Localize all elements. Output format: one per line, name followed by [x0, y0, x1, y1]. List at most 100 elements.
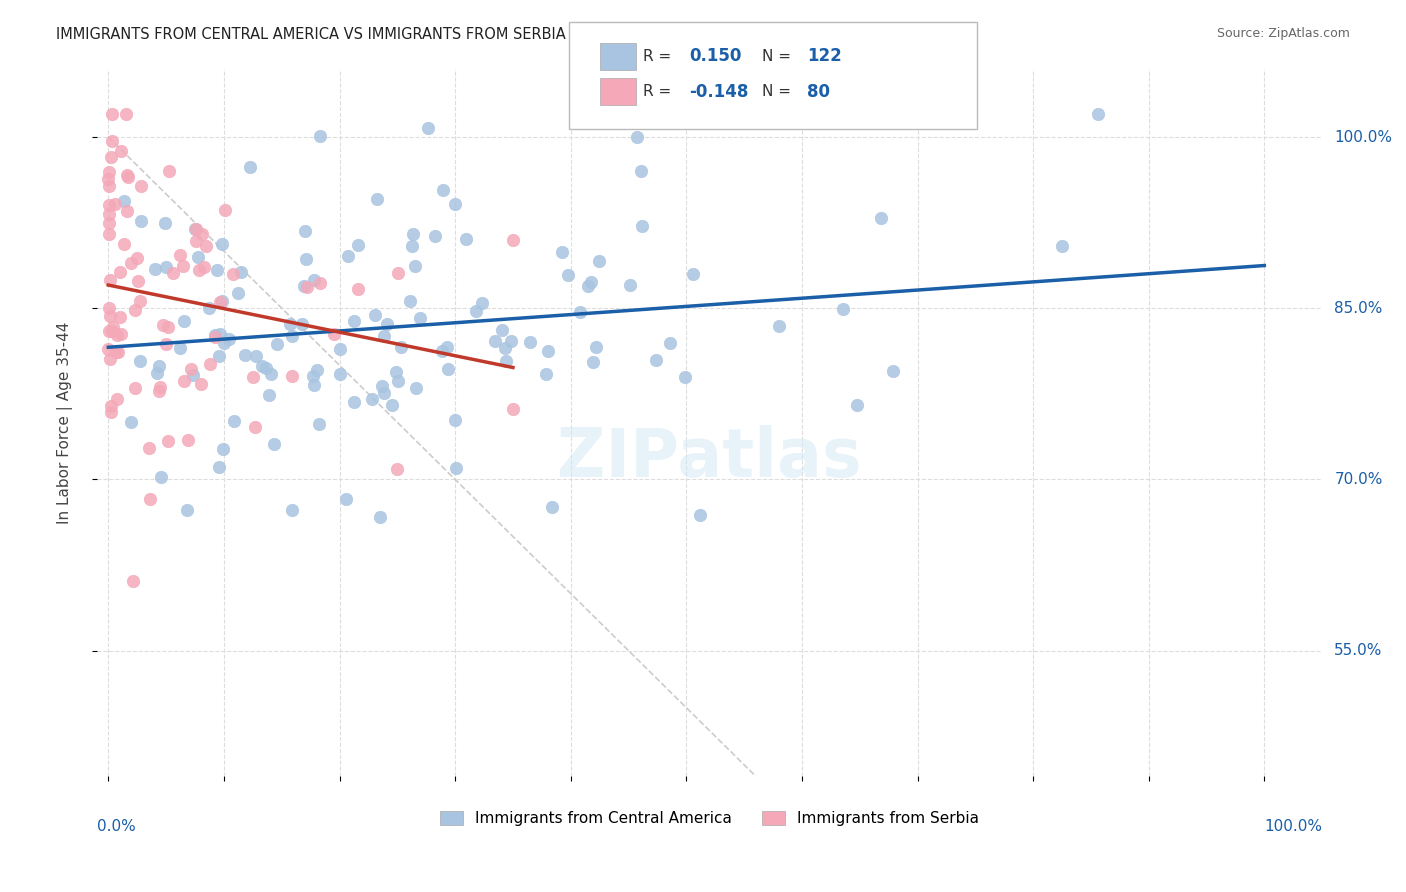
Point	[846, 398, 869, 412]
Point	[404, 259, 426, 273]
Point	[177, 433, 200, 447]
Point	[169, 341, 191, 355]
Point	[444, 461, 467, 475]
Point	[115, 168, 138, 182]
Point	[329, 342, 352, 356]
Point	[222, 267, 245, 281]
Point	[534, 367, 557, 381]
Point	[266, 337, 288, 351]
Point	[689, 508, 711, 522]
Point	[129, 354, 152, 368]
Point	[107, 344, 129, 359]
Point	[405, 381, 427, 395]
Point	[385, 462, 408, 476]
Point	[250, 359, 273, 373]
Point	[502, 233, 524, 247]
Point	[208, 294, 231, 309]
Point	[191, 227, 214, 241]
Point	[129, 179, 152, 194]
Point	[98, 301, 121, 316]
Point	[194, 239, 217, 253]
Point	[212, 442, 235, 456]
Point	[103, 320, 125, 334]
Point	[101, 107, 124, 121]
Text: ZIPatlas: ZIPatlas	[557, 425, 862, 491]
Point	[184, 222, 207, 236]
Point	[242, 370, 264, 384]
Y-axis label: In Labor Force | Age 35-44: In Labor Force | Age 35-44	[58, 321, 73, 524]
Point	[105, 345, 128, 359]
Point	[585, 339, 607, 353]
Point	[152, 318, 174, 333]
Point	[156, 320, 179, 334]
Point	[181, 368, 204, 382]
Text: 0.150: 0.150	[689, 47, 741, 65]
Point	[347, 238, 370, 252]
Point	[97, 342, 120, 356]
Point	[187, 250, 209, 264]
Point	[127, 274, 149, 288]
Point	[389, 340, 412, 354]
Point	[308, 129, 330, 144]
Point	[183, 222, 205, 236]
Point	[204, 328, 226, 343]
Point	[186, 234, 208, 248]
Point	[208, 327, 231, 342]
Point	[149, 469, 172, 483]
Point	[302, 273, 325, 287]
Point	[115, 203, 138, 218]
Point	[108, 265, 131, 279]
Point	[557, 268, 579, 282]
Point	[882, 364, 904, 378]
Point	[143, 261, 166, 276]
Point	[100, 272, 122, 286]
Point	[263, 437, 285, 451]
Point	[245, 349, 267, 363]
Point	[157, 434, 180, 449]
Point	[117, 170, 139, 185]
Point	[97, 216, 120, 230]
Point	[98, 227, 121, 241]
Point	[323, 326, 346, 341]
Point	[381, 398, 404, 412]
Point	[212, 336, 235, 351]
Point	[124, 381, 146, 395]
Point	[148, 359, 170, 373]
Point	[432, 344, 454, 359]
Point	[226, 286, 249, 301]
Point	[682, 267, 704, 281]
Point	[401, 238, 423, 252]
Text: 122: 122	[807, 47, 842, 65]
Point	[343, 314, 366, 328]
Point	[631, 219, 654, 233]
Point	[281, 503, 304, 517]
Point	[218, 332, 240, 346]
Point	[205, 263, 228, 277]
Point	[495, 354, 517, 368]
Point	[329, 368, 352, 382]
Point	[484, 334, 506, 348]
Point	[190, 376, 212, 391]
Point	[409, 311, 432, 326]
Text: 100.0%: 100.0%	[1334, 129, 1392, 145]
Point	[347, 282, 370, 296]
Point	[387, 266, 409, 280]
Point	[233, 348, 256, 362]
Text: 55.0%: 55.0%	[1334, 643, 1382, 658]
Point	[259, 368, 281, 382]
Point	[454, 232, 477, 246]
Point	[343, 395, 366, 409]
Point	[172, 259, 194, 273]
Point	[155, 260, 177, 274]
Point	[120, 415, 142, 429]
Point	[361, 392, 384, 407]
Point	[576, 278, 599, 293]
Point	[499, 334, 522, 348]
Point	[536, 344, 558, 359]
Point	[204, 329, 226, 343]
Text: N =: N =	[762, 85, 796, 99]
Point	[97, 179, 120, 194]
Point	[173, 313, 195, 327]
Point	[112, 237, 135, 252]
Point	[832, 301, 855, 316]
